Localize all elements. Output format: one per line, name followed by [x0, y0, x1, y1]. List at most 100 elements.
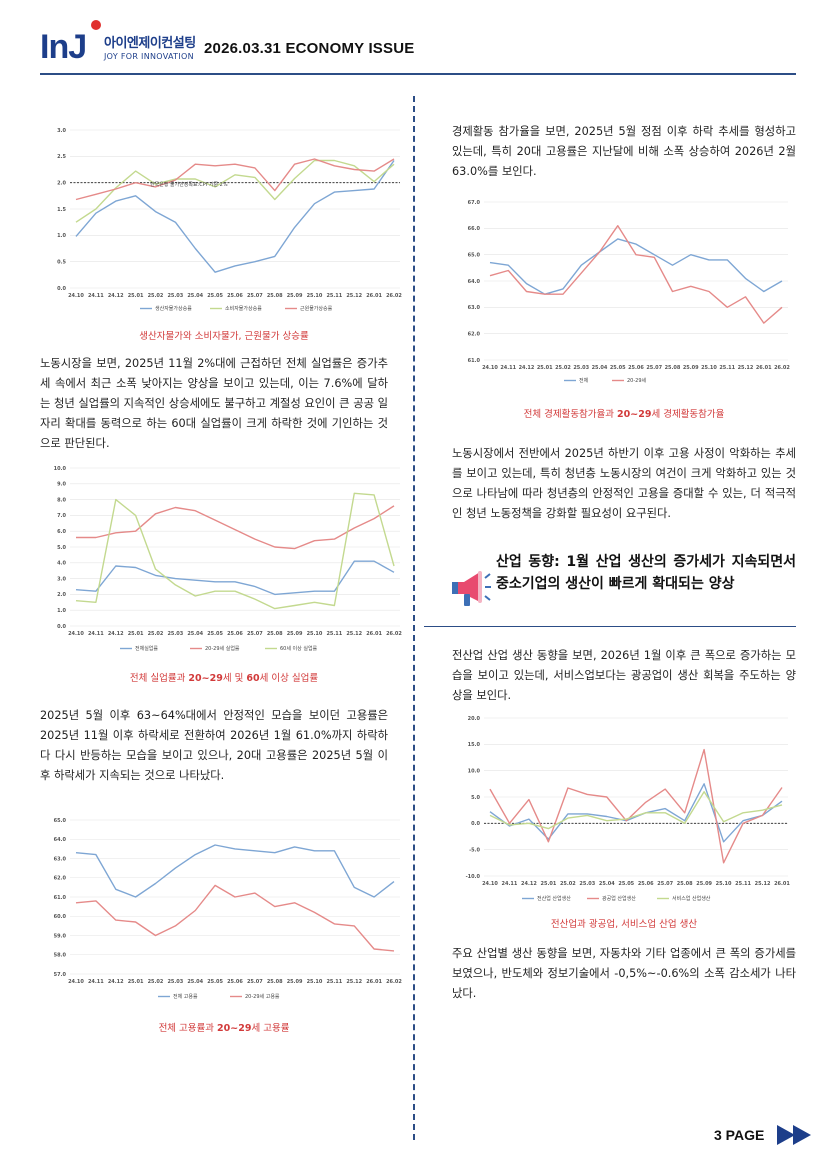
x-tick-label: 25.08 — [665, 365, 681, 371]
x-tick-label: 26.01 — [774, 881, 790, 887]
company-logo: InJ — [40, 28, 87, 66]
x-tick-label: 26.01 — [366, 293, 382, 299]
x-tick-label: 25.01 — [537, 365, 553, 371]
x-tick-label: 25.03 — [579, 881, 595, 887]
series-line — [75, 884, 395, 952]
x-tick-label: 25.08 — [267, 631, 283, 637]
y-tick-label: 63.0 — [468, 305, 481, 311]
header-divider — [40, 73, 796, 75]
x-tick-label: 26.01 — [756, 365, 772, 371]
x-tick-label: 25.01 — [128, 293, 144, 299]
x-tick-label: 25.10 — [307, 631, 323, 637]
x-tick-label: 25.08 — [677, 881, 693, 887]
y-tick-label: 57.0 — [54, 972, 67, 978]
x-tick-label: 25.06 — [628, 365, 644, 371]
x-tick-label: 25.02 — [148, 631, 164, 637]
x-tick-label: 26.02 — [386, 293, 402, 299]
x-tick-label: 25.11 — [326, 293, 342, 299]
x-tick-label: 25.04 — [592, 365, 608, 371]
y-tick-label: 3.0 — [57, 576, 66, 582]
x-tick-label: 25.12 — [346, 631, 362, 637]
series-line — [489, 225, 783, 324]
x-tick-label: 26.02 — [386, 979, 402, 985]
price-chart-svg: 0.0 0.5 1.0 1.5 2.0 2.5 3.0 24.10 24.11 24.12 25.0… — [57, 128, 402, 312]
x-tick-label: 25.09 — [287, 979, 303, 985]
y-tick-label: 15.0 — [468, 742, 481, 748]
series-line — [489, 783, 783, 843]
y-tick-label: 20.0 — [468, 716, 481, 722]
series-line — [489, 790, 783, 830]
section-heading-industry: 산업 동향: 1월 산업 생산의 증가세가 지속되면서 중소기업의 생산이 빠르… — [496, 554, 796, 592]
series-line — [489, 238, 783, 295]
employment-chart-caption: 전체 고용률과 20~29세 고용률 — [158, 1023, 290, 1034]
legend-label: 20-29세 고용률 — [245, 993, 280, 1000]
y-tick-label: 3.0 — [57, 128, 66, 134]
x-tick-label: 25.06 — [227, 293, 243, 299]
price-chart-caption: 생산자물가와 소비자물가, 근원물가 상승률 — [139, 331, 309, 342]
x-tick-label: 24.11 — [500, 365, 516, 371]
y-tick-label: 10.0 — [468, 768, 481, 774]
x-tick-label: 26.01 — [366, 979, 382, 985]
y-tick-label: 2.0 — [57, 592, 66, 598]
y-tick-label: 7.0 — [57, 513, 66, 519]
y-tick-label: 62.0 — [54, 876, 67, 882]
x-tick-label: 25.10 — [716, 881, 732, 887]
y-tick-label: 60.0 — [54, 914, 67, 920]
y-tick-label: -10.0 — [466, 874, 481, 880]
participation-chart-caption: 전체 경제활동참가율과 20~29세 경제활동참가율 — [523, 409, 725, 420]
labor-market-paragraph: 노동시장에서 전반에서 2025년 하반기 이후 고용 사정이 악화하는 추세를… — [452, 447, 796, 520]
x-tick-label: 24.11 — [88, 979, 104, 985]
y-tick-label: 5.0 — [57, 545, 66, 551]
x-tick-label: 25.07 — [247, 631, 263, 637]
y-tick-label: 62.0 — [468, 331, 481, 337]
x-tick-label: 25.05 — [610, 365, 626, 371]
x-tick-label: 25.05 — [207, 293, 223, 299]
x-tick-label: 24.10 — [482, 365, 498, 371]
y-tick-label: 0.0 — [57, 624, 66, 630]
x-tick-label: 25.09 — [287, 631, 303, 637]
y-tick-label: 2.5 — [57, 154, 66, 160]
employment-chart: 57.0 58.0 59.0 60.0 61.0 62.0 63.0 64.0 65.0 24.1… — [40, 812, 408, 1010]
x-tick-label: 25.07 — [646, 365, 662, 371]
industry-chart-caption: 전산업과 광공업, 서비스업 산업 생산 — [550, 919, 698, 930]
y-tick-label: 58.0 — [54, 953, 67, 959]
logo-korean-name: 아이엔제이컨설팅 — [104, 36, 196, 51]
y-tick-label: 1.0 — [57, 608, 66, 614]
industry-production-chart-svg: -10.0 -5.0 0.0 5.0 10.0 15.0 20.0 24.10 24.11 24.… — [466, 716, 791, 902]
series-line — [75, 844, 395, 898]
y-tick-label: 61.0 — [468, 358, 481, 364]
y-tick-label: 67.0 — [468, 200, 481, 206]
x-tick-label: 25.01 — [540, 881, 556, 887]
y-tick-label: 8.0 — [57, 497, 66, 503]
y-tick-label: 0.5 — [57, 259, 66, 265]
sector-paragraph: 주요 산업별 생산 동향을 보면, 자동차와 기타 업종에서 큰 폭의 증가세를… — [452, 947, 796, 1000]
x-tick-label: 25.09 — [287, 293, 303, 299]
x-tick-label: 25.12 — [738, 365, 754, 371]
legend-label: 소비자물가상승률 — [225, 305, 262, 312]
x-tick-label: 25.04 — [599, 881, 615, 887]
x-tick-label: 24.12 — [521, 881, 537, 887]
y-tick-label: 9.0 — [57, 482, 66, 488]
x-tick-label: 24.10 — [68, 293, 84, 299]
next-page-arrow-icon[interactable] — [775, 1122, 815, 1148]
y-tick-label: 66.0 — [468, 226, 481, 232]
x-tick-label: 24.11 — [88, 631, 104, 637]
x-tick-label: 25.01 — [128, 979, 144, 985]
x-tick-label: 25.12 — [755, 881, 771, 887]
legend-label: 20-29세 실업률 — [205, 645, 240, 652]
chart-annotation: 한국은행 물가안정목표:CPI 기준 2% — [150, 181, 228, 188]
unemployment-chart-caption: 전체 실업률과 20~29세 및 60세 이상 실업률 — [129, 673, 319, 684]
legend-label: 20-29세 — [627, 377, 647, 384]
x-tick-label: 25.10 — [307, 979, 323, 985]
unemployment-chart-svg: 0.0 1.0 2.0 3.0 4.0 5.0 6.0 7.0 8.0 9.0 10.0 24.10 2… — [54, 466, 403, 652]
y-tick-label: 65.0 — [54, 818, 67, 824]
unemployment-chart: 0.0 1.0 2.0 3.0 4.0 5.0 6.0 7.0 8.0 9.0 10.0 24.10 2… — [40, 460, 408, 660]
x-tick-label: 25.05 — [207, 631, 223, 637]
x-tick-label: 24.12 — [108, 979, 124, 985]
y-tick-label: 63.0 — [54, 856, 67, 862]
y-tick-label: 59.0 — [54, 933, 67, 939]
megaphone-icon — [450, 562, 492, 612]
legend-label: 광공업 산업생산 — [602, 895, 636, 902]
legend-label: 서비스업 산업생산 — [672, 895, 711, 902]
x-tick-label: 24.11 — [502, 881, 518, 887]
